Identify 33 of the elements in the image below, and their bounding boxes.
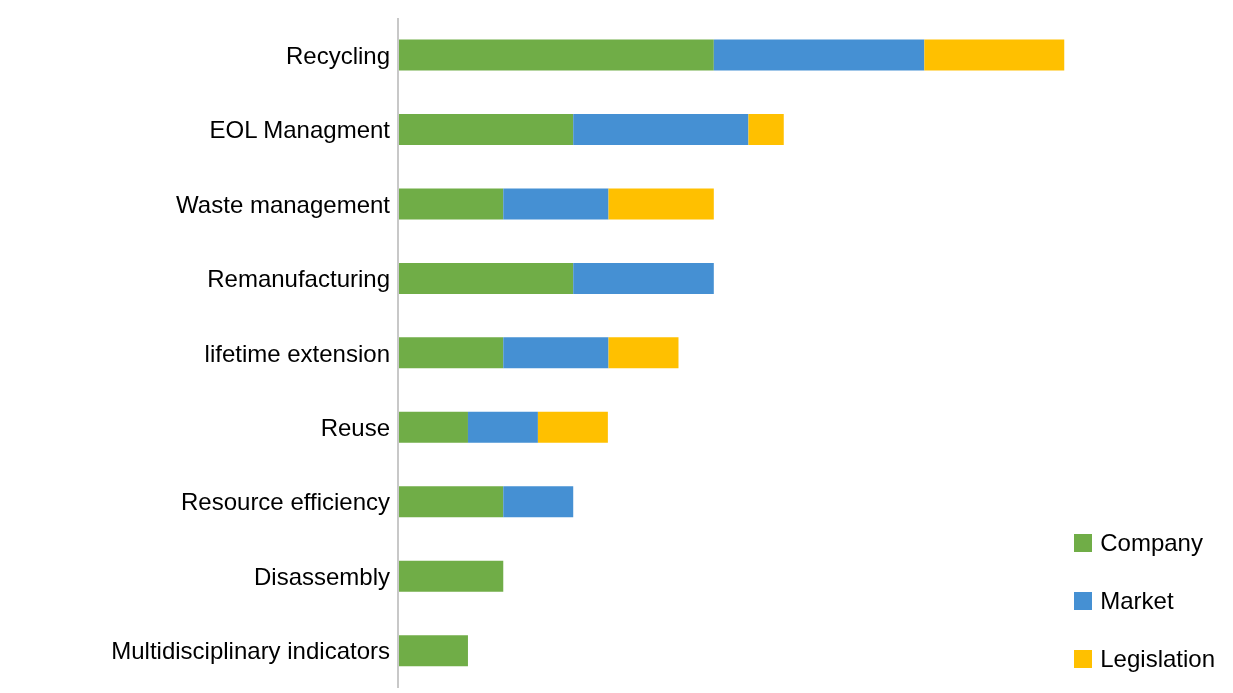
bar bbox=[573, 262, 714, 294]
bar bbox=[924, 39, 1065, 71]
y-tick-label: Reuse bbox=[320, 413, 390, 441]
bar bbox=[398, 188, 504, 220]
y-tick-label: Disassembly bbox=[253, 562, 390, 590]
bar bbox=[398, 337, 504, 369]
bar bbox=[503, 486, 574, 518]
bar bbox=[398, 114, 574, 146]
y-tick-label: Recycling bbox=[285, 41, 390, 69]
bar bbox=[398, 486, 504, 518]
bar bbox=[398, 262, 574, 294]
bar bbox=[398, 411, 468, 443]
y-tick-label: Resource efficiency bbox=[181, 488, 390, 516]
bar bbox=[537, 411, 608, 443]
bar bbox=[608, 188, 714, 220]
y-tick-label: Waste management bbox=[176, 190, 391, 218]
bar bbox=[608, 337, 679, 369]
bar bbox=[573, 114, 749, 146]
y-tick-label: Remanufacturing bbox=[207, 265, 390, 293]
legend-label: Legislation bbox=[1100, 644, 1215, 674]
y-tick-label: EOL Managment bbox=[209, 116, 391, 144]
y-tick-label: lifetime extension bbox=[204, 339, 390, 367]
bar bbox=[398, 635, 468, 667]
legend-label: Company bbox=[1100, 528, 1203, 558]
bar bbox=[398, 39, 714, 71]
bar bbox=[467, 411, 538, 443]
bar bbox=[748, 114, 784, 146]
bar bbox=[503, 188, 609, 220]
y-tick-label: Multidisciplinary indicators bbox=[111, 637, 390, 665]
bar bbox=[398, 560, 504, 592]
bar bbox=[713, 39, 925, 71]
bar bbox=[503, 337, 609, 369]
legend-label: Market bbox=[1100, 586, 1174, 616]
